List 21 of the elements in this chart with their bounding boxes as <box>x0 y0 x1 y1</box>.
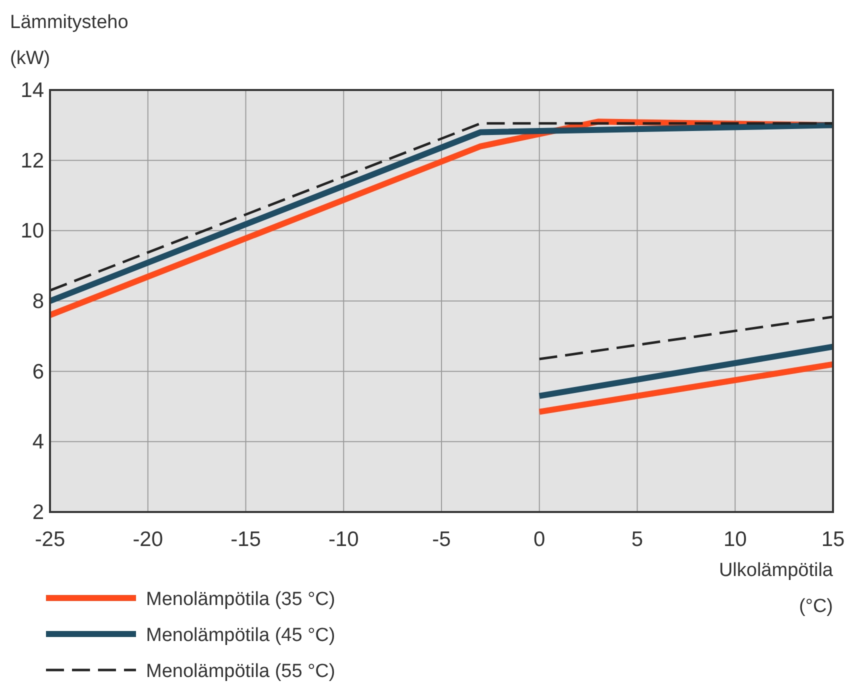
y-tick-label: 4 <box>32 430 44 454</box>
x-tick-label: 5 <box>631 528 644 551</box>
x-tick-label: -10 <box>328 528 359 551</box>
x-tick-label: -5 <box>432 528 451 551</box>
y-tick-label: 6 <box>32 360 44 384</box>
legend-label: Menolämpötila (55 °C) <box>146 661 336 682</box>
y-tick-label: 14 <box>20 79 44 102</box>
y-tick-label: 12 <box>20 149 44 172</box>
x-tick-label: -15 <box>230 528 261 551</box>
x-tick-label: 0 <box>534 528 546 551</box>
x-tick-label: 15 <box>821 528 845 551</box>
y-axis-title: Lämmitysteho (kW) <box>10 12 128 69</box>
x-tick-label: -25 <box>34 528 66 551</box>
legend-label: Menolämpötila (45 °C) <box>146 625 336 646</box>
legend-label: Menolämpötila (35 °C) <box>146 589 336 610</box>
y-tick-label: 10 <box>20 220 44 243</box>
y-tick-label: 2 <box>32 501 44 524</box>
x-tick-label: 10 <box>723 528 747 551</box>
x-tick-label: -20 <box>132 528 164 551</box>
x-axis-title: Ulkolämpötila (°C) <box>718 560 834 617</box>
y-tick-label: 8 <box>32 290 44 313</box>
